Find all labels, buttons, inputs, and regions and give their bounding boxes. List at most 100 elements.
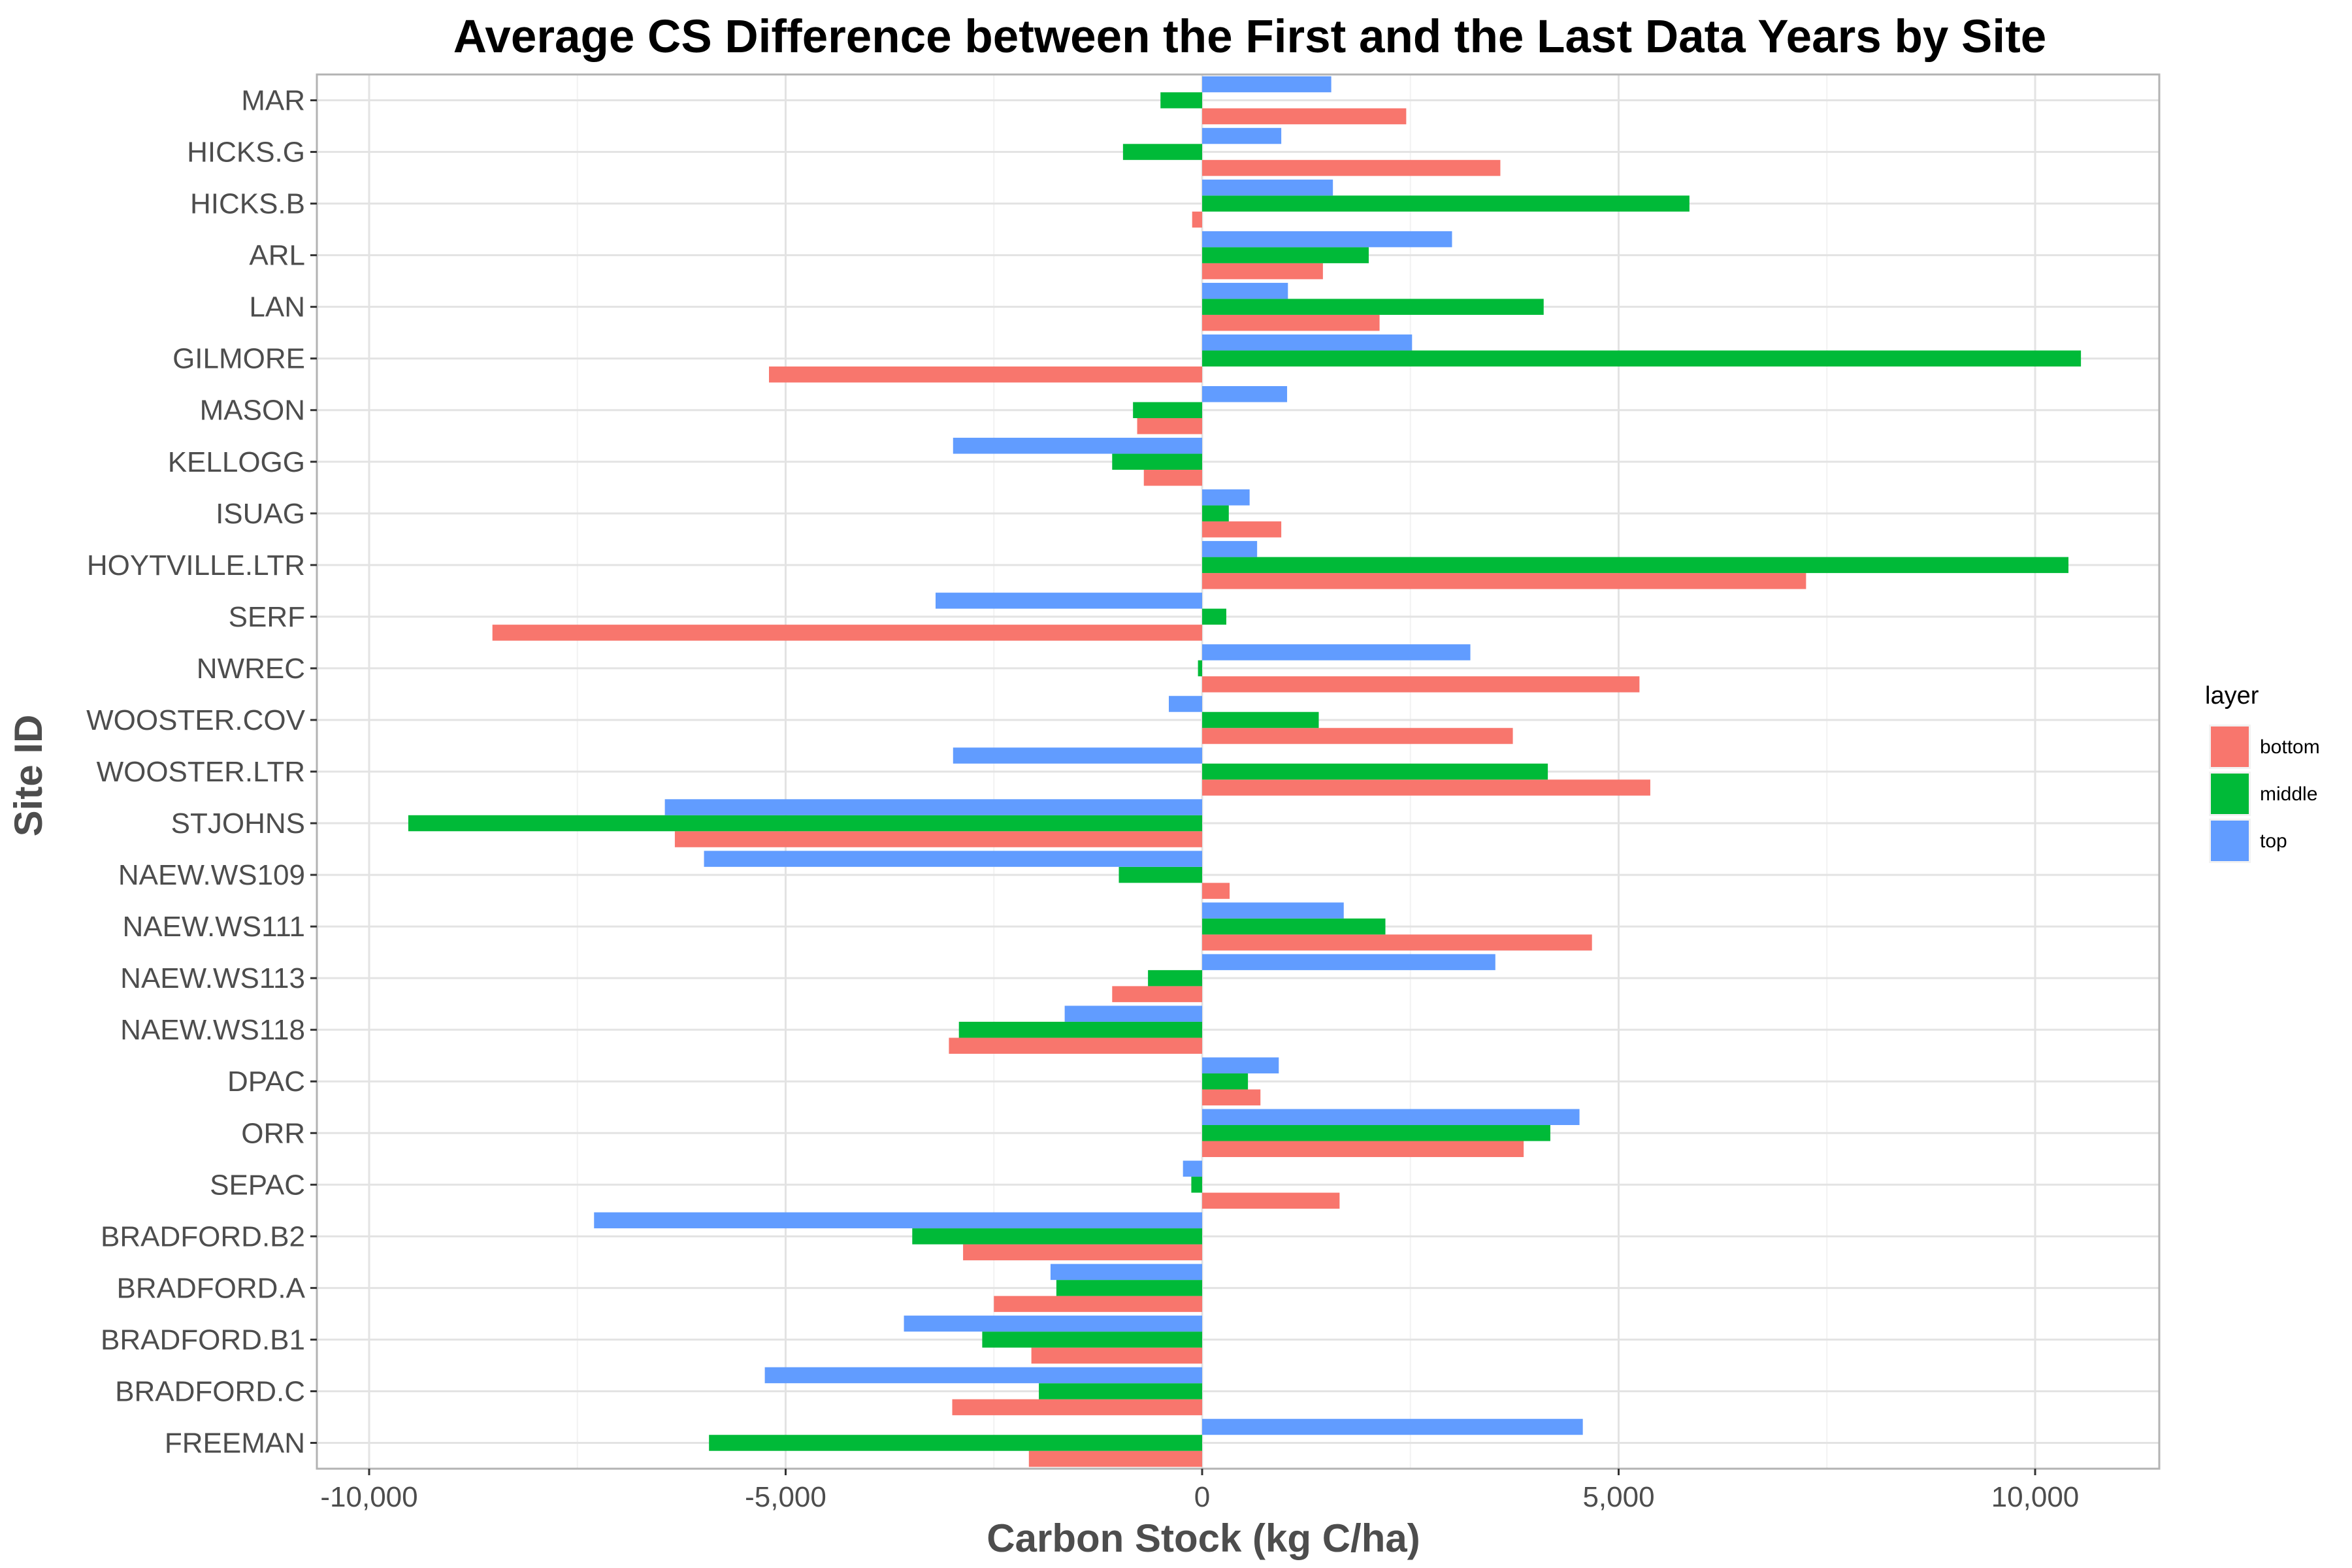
bar-middle-mason xyxy=(1133,402,1202,418)
bar-middle-hoytville-ltr xyxy=(1202,557,2068,574)
y-tick-label: HICKS.B xyxy=(190,188,305,220)
y-axis: MAR HICKS.G HICKS.B ARL LAN GILMORE MASON KELLO… xyxy=(86,85,317,1459)
legend-swatch-bottom xyxy=(2211,727,2249,767)
bar-middle-dpac xyxy=(1202,1073,1249,1090)
bar-middle-naew-ws109 xyxy=(1119,866,1202,883)
y-tick-label: NAEW.WS113 xyxy=(120,962,305,994)
bar-bottom-serf xyxy=(492,625,1203,641)
bar-top-naew-ws113 xyxy=(1202,954,1495,970)
bar-bottom-hoytville-ltr xyxy=(1202,573,1806,589)
bar-middle-arl xyxy=(1202,247,1369,263)
bar-top-hoytville-ltr xyxy=(1202,541,1258,557)
bar-bottom-bradford-c xyxy=(952,1399,1202,1416)
bars xyxy=(408,76,2082,1467)
x-tick-label: 10,000 xyxy=(1991,1481,2080,1513)
y-tick-label: SEPAC xyxy=(210,1169,305,1201)
bar-middle-hicks-g xyxy=(1122,144,1202,160)
bar-top-isuag xyxy=(1202,489,1250,506)
y-tick-label: NAEW.WS109 xyxy=(118,859,305,891)
x-axis: -10,000 -5,000 0 5,000 10,000 xyxy=(320,1469,2079,1513)
bar-bottom-nwrec xyxy=(1202,676,1640,693)
bar-top-wooster-ltr xyxy=(953,747,1202,764)
bar-middle-mar xyxy=(1160,92,1202,108)
y-tick-label: DPAC xyxy=(227,1066,305,1098)
bar-middle-serf xyxy=(1202,608,1226,625)
bar-bottom-lan xyxy=(1202,314,1380,331)
bar-bottom-mason xyxy=(1137,417,1202,434)
y-tick-label: ARL xyxy=(249,240,305,272)
x-tick-label: -5,000 xyxy=(745,1481,826,1513)
y-tick-label: SERF xyxy=(229,601,305,633)
y-tick-label: ISUAG xyxy=(216,498,305,530)
y-tick-label: WOOSTER.LTR xyxy=(97,756,305,788)
y-tick-label: MAR xyxy=(241,85,305,117)
bar-middle-freeman xyxy=(709,1435,1202,1451)
bar-bottom-naew-ws111 xyxy=(1202,934,1592,951)
bar-bottom-mar xyxy=(1202,108,1407,125)
bar-middle-gilmore xyxy=(1202,350,2082,367)
bar-bottom-orr xyxy=(1202,1141,1524,1158)
bar-middle-nwrec xyxy=(1198,660,1202,677)
bar-top-dpac xyxy=(1202,1057,1279,1073)
bar-top-hicks-b xyxy=(1202,179,1333,196)
bar-middle-bradford-a xyxy=(1056,1280,1202,1296)
y-tick-label: STJOHNS xyxy=(171,808,305,840)
bar-bottom-bradford-b1 xyxy=(1031,1347,1202,1364)
bar-top-gilmore xyxy=(1202,334,1413,351)
y-tick-label: WOOSTER.COV xyxy=(86,704,306,736)
bar-bottom-hicks-g xyxy=(1202,159,1501,176)
bar-top-mar xyxy=(1202,76,1331,93)
bar-top-bradford-b1 xyxy=(904,1315,1202,1332)
bar-bottom-arl xyxy=(1202,263,1323,280)
bar-bottom-stjohns xyxy=(674,831,1202,847)
bar-bottom-bradford-b2 xyxy=(963,1244,1202,1261)
bar-middle-kellogg xyxy=(1112,453,1202,470)
bar-bottom-wooster-cov xyxy=(1202,728,1513,744)
bar-bottom-wooster-ltr xyxy=(1202,779,1650,796)
bar-middle-bradford-b2 xyxy=(912,1228,1202,1245)
bar-top-arl xyxy=(1202,231,1452,248)
y-tick-label: GILMORE xyxy=(172,343,305,375)
bar-top-bradford-c xyxy=(764,1367,1202,1384)
y-tick-label: MASON xyxy=(200,395,305,427)
bar-bottom-sepac xyxy=(1202,1192,1340,1209)
bar-middle-wooster-cov xyxy=(1202,711,1319,728)
bar-bottom-gilmore xyxy=(769,366,1202,383)
y-tick-label: BRADFORD.B2 xyxy=(101,1220,305,1252)
bar-bottom-bradford-a xyxy=(994,1296,1202,1313)
bar-bottom-freeman xyxy=(1028,1450,1202,1467)
chart-title: Average CS Difference between the First … xyxy=(453,11,2047,63)
bar-top-orr xyxy=(1202,1109,1580,1126)
legend-label-top: top xyxy=(2260,830,2287,852)
bar-top-stjohns xyxy=(664,799,1202,815)
y-tick-label: NAEW.WS111 xyxy=(122,911,305,943)
legend-label-middle: middle xyxy=(2260,783,2317,805)
legend-title: layer xyxy=(2205,682,2259,710)
bar-middle-isuag xyxy=(1202,505,1229,522)
bar-top-bradford-a xyxy=(1050,1264,1202,1281)
bar-top-sepac xyxy=(1183,1160,1202,1177)
y-tick-label: HOYTVILLE.LTR xyxy=(87,549,305,581)
y-tick-label: BRADFORD.C xyxy=(115,1375,305,1407)
bar-middle-hicks-b xyxy=(1202,195,1690,212)
bar-top-nwrec xyxy=(1202,644,1471,661)
y-tick-label: LAN xyxy=(249,291,305,323)
bar-middle-wooster-ltr xyxy=(1202,763,1548,780)
x-tick-label: 0 xyxy=(1194,1481,1210,1513)
legend-label-bottom: bottom xyxy=(2260,736,2320,758)
bar-top-naew-ws111 xyxy=(1202,902,1344,919)
bar-top-naew-ws109 xyxy=(704,851,1202,867)
x-tick-label: 5,000 xyxy=(1582,1481,1654,1513)
bar-bottom-dpac xyxy=(1202,1089,1261,1105)
legend-swatch-middle xyxy=(2211,774,2249,814)
x-axis-title: Carbon Stock (kg C/ha) xyxy=(987,1516,1420,1560)
y-tick-label: HICKS.G xyxy=(187,137,305,169)
bar-top-naew-ws118 xyxy=(1064,1005,1202,1022)
bar-bottom-naew-ws109 xyxy=(1202,883,1230,899)
bar-top-mason xyxy=(1202,385,1288,402)
y-tick-label: BRADFORD.A xyxy=(117,1272,306,1304)
bar-bottom-hicks-b xyxy=(1192,211,1202,228)
legend: layer bottom middle top xyxy=(2205,682,2320,863)
bar-top-serf xyxy=(936,593,1202,609)
bar-middle-stjohns xyxy=(408,815,1202,832)
